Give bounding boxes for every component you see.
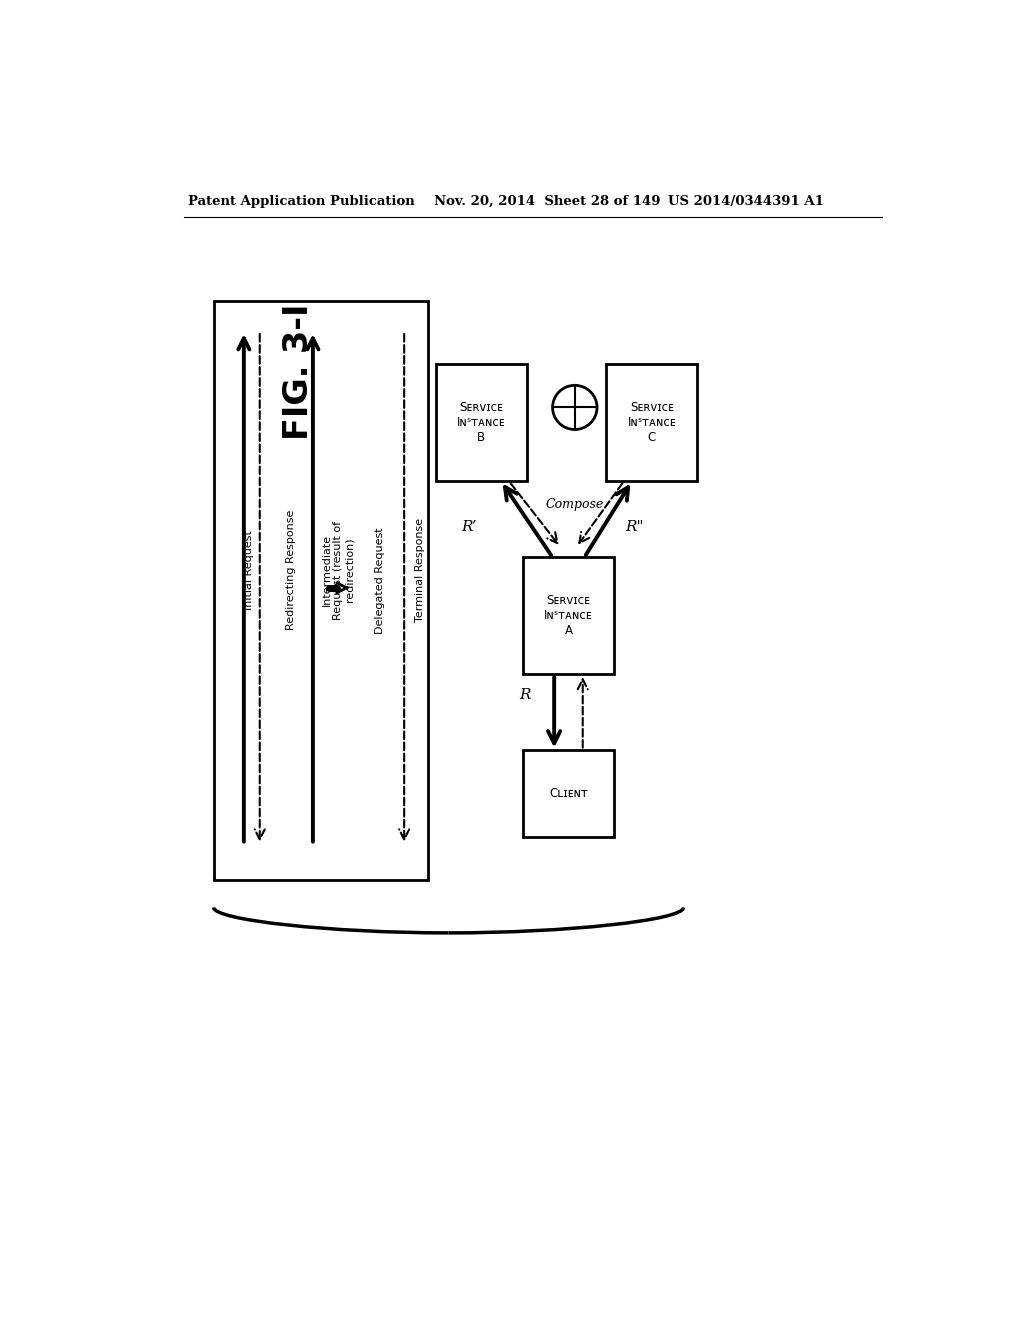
Text: R: R xyxy=(519,688,530,702)
Text: Sᴇʀᴠɪᴄᴇ
Iɴˢᴛᴀɴᴄᴇ
C: Sᴇʀᴠɪᴄᴇ Iɴˢᴛᴀɴᴄᴇ C xyxy=(628,401,676,444)
Text: Intermediate
Request (result of
redirection): Intermediate Request (result of redirect… xyxy=(322,520,355,619)
Text: FIG. 3-I: FIG. 3-I xyxy=(283,304,315,440)
Ellipse shape xyxy=(553,385,597,429)
Text: R": R" xyxy=(625,520,643,535)
Bar xyxy=(435,364,526,480)
Bar xyxy=(523,557,614,675)
Text: Initial Request: Initial Request xyxy=(244,531,254,610)
Text: Cʟɪᴇɴᴛ: Cʟɪᴇɴᴛ xyxy=(549,787,588,800)
Text: Patent Application Publication: Patent Application Publication xyxy=(187,194,415,207)
Text: Redirecting Response: Redirecting Response xyxy=(287,510,297,630)
Text: Delegated Request: Delegated Request xyxy=(376,527,385,634)
Text: US 2014/0344391 A1: US 2014/0344391 A1 xyxy=(668,194,823,207)
Bar xyxy=(523,751,614,837)
Bar xyxy=(606,364,697,480)
Text: Nov. 20, 2014  Sheet 28 of 149: Nov. 20, 2014 Sheet 28 of 149 xyxy=(433,194,660,207)
Text: Terminal Response: Terminal Response xyxy=(415,517,425,622)
Bar xyxy=(214,301,428,880)
Text: R’: R’ xyxy=(462,520,477,535)
Text: Sᴇʀᴠɪᴄᴇ
Iɴˢᴛᴀɴᴄᴇ
A: Sᴇʀᴠɪᴄᴇ Iɴˢᴛᴀɴᴄᴇ A xyxy=(544,594,593,638)
Text: Compose: Compose xyxy=(546,499,604,511)
Text: Sᴇʀᴠɪᴄᴇ
Iɴˢᴛᴀɴᴄᴇ
B: Sᴇʀᴠɪᴄᴇ Iɴˢᴛᴀɴᴄᴇ B xyxy=(457,401,506,444)
